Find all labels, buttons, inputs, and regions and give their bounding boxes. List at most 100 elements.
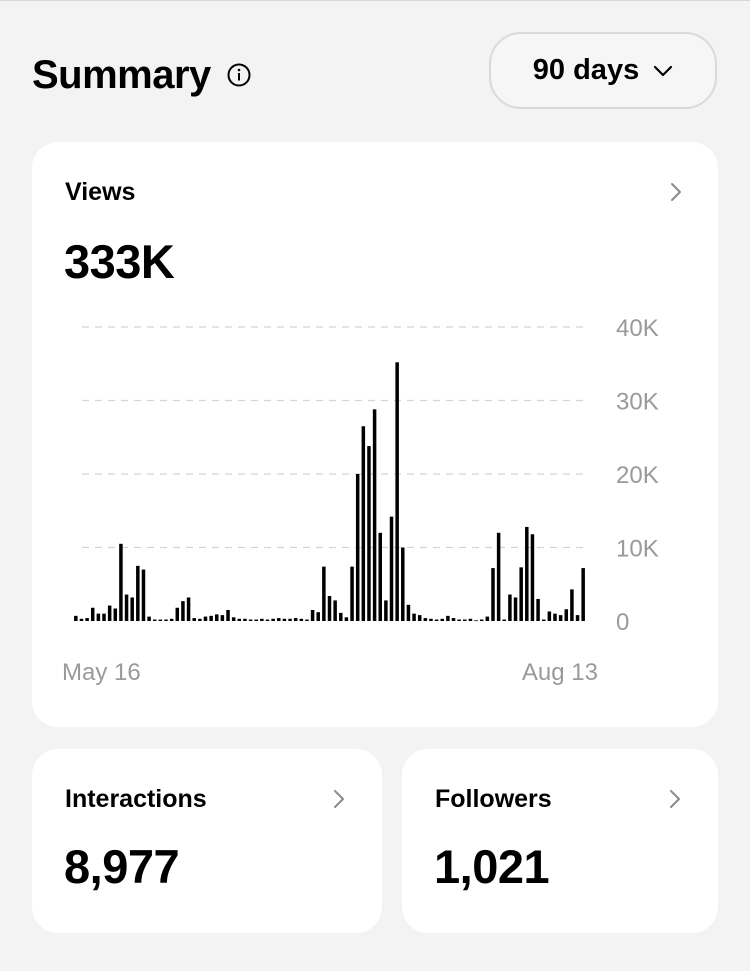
views-chart: 0 10K 20K 30K 40K May 16 Aug 13 (62, 315, 659, 686)
chart-bar (451, 618, 456, 621)
chart-bar (339, 612, 343, 621)
date-range-label: 90 days (532, 54, 640, 86)
chart-bar (423, 618, 428, 621)
chart-bar (96, 613, 101, 621)
date-range-dropdown[interactable]: 90 days (489, 32, 717, 109)
chart-bar (220, 615, 225, 621)
chevron-right-icon (671, 183, 681, 201)
chart-bar (417, 615, 422, 621)
chart-bar (215, 614, 219, 621)
chart-bar (547, 611, 552, 621)
chart-bar (282, 618, 287, 621)
chart-bar (147, 616, 151, 621)
chart-bar (372, 409, 377, 621)
chart-bar (479, 619, 484, 621)
chart-bar (198, 618, 202, 621)
chart-bar (248, 619, 253, 621)
info-icon[interactable] (227, 63, 251, 87)
chart-bar (333, 600, 337, 621)
chart-bar (378, 532, 382, 621)
chart-bar (260, 618, 264, 621)
summary-header: Summary (32, 50, 251, 100)
chart-bar (186, 597, 191, 621)
chart-bar (570, 589, 574, 621)
chart-bar (508, 594, 512, 621)
views-label: Views (65, 178, 136, 206)
chart-bar (519, 567, 523, 621)
y-tick-label: 10K (616, 536, 659, 563)
chart-bar (85, 618, 89, 621)
top-divider (0, 0, 750, 1)
chart-bar (254, 619, 258, 621)
chart-bar (446, 615, 450, 621)
chart-bar (79, 618, 84, 621)
chart-bar (350, 566, 354, 621)
page-title: Summary (32, 52, 211, 97)
chart-bar (541, 619, 546, 621)
chart-bar (226, 609, 230, 621)
chart-bar (209, 615, 213, 621)
chart-bar (299, 618, 304, 621)
x-tick-label: Aug 13 (522, 659, 598, 686)
views-value: 333K (64, 235, 175, 288)
chart-bar (401, 547, 405, 621)
followers-label: Followers (435, 785, 552, 813)
chart-bar (564, 609, 569, 621)
chart-bar (310, 609, 315, 621)
chart-bar (152, 619, 157, 621)
chart-bar (389, 516, 394, 621)
chart-bar (513, 597, 518, 621)
chart-bar (243, 618, 247, 621)
chart-bar (412, 613, 416, 621)
chart-bar (485, 616, 490, 621)
chart-bar (124, 594, 129, 621)
chart-bar (361, 426, 366, 621)
chart-bar (474, 620, 478, 622)
chart-bar (158, 619, 163, 621)
followers-card[interactable]: Followers 1,021 (402, 749, 718, 933)
chevron-down-icon (654, 65, 673, 76)
chart-bar (90, 607, 95, 621)
chart-bar (502, 619, 507, 621)
chart-bar (119, 543, 123, 621)
chevron-right-icon (334, 790, 344, 808)
chart-bar (581, 568, 585, 621)
interactions-card[interactable]: Interactions 8,977 (32, 749, 382, 933)
chart-bar (429, 618, 433, 621)
chart-bar (553, 613, 557, 621)
followers-value: 1,021 (434, 840, 550, 893)
chart-bar (525, 526, 529, 621)
chart-bar (130, 597, 134, 621)
chart-bar (434, 619, 439, 621)
chart-bar (305, 619, 309, 621)
views-card[interactable]: 0 10K 20K 30K 40K May 16 Aug 13 Views 333K (32, 142, 718, 727)
chart-bar (288, 618, 292, 621)
chart-bar (169, 618, 174, 621)
x-tick-label: May 16 (62, 659, 141, 686)
y-tick-label: 20K (616, 462, 659, 489)
chart-bar (74, 615, 78, 621)
chart-bar (558, 615, 563, 621)
chart-bar (344, 617, 349, 621)
chart-bar (102, 613, 106, 621)
chart-bar (277, 618, 281, 621)
chart-bar (367, 446, 371, 621)
y-tick-label: 0 (616, 609, 629, 636)
chart-bar (440, 618, 444, 621)
chart-bar (203, 616, 208, 621)
chart-bar (164, 619, 168, 621)
chevron-right-icon (670, 790, 680, 808)
chart-bar (293, 618, 298, 621)
chart-bar (530, 534, 535, 621)
chart-bar (192, 618, 196, 621)
chart-bar (231, 617, 236, 621)
chart-bar (355, 474, 360, 621)
chart-bar (395, 362, 399, 621)
chart-bar (271, 618, 275, 621)
chart-bar (237, 618, 242, 621)
chart-bar (327, 596, 332, 621)
chart-bar (468, 618, 473, 621)
chart-bar (491, 568, 495, 621)
chart-bar (175, 607, 180, 621)
chart-bar (181, 601, 185, 621)
